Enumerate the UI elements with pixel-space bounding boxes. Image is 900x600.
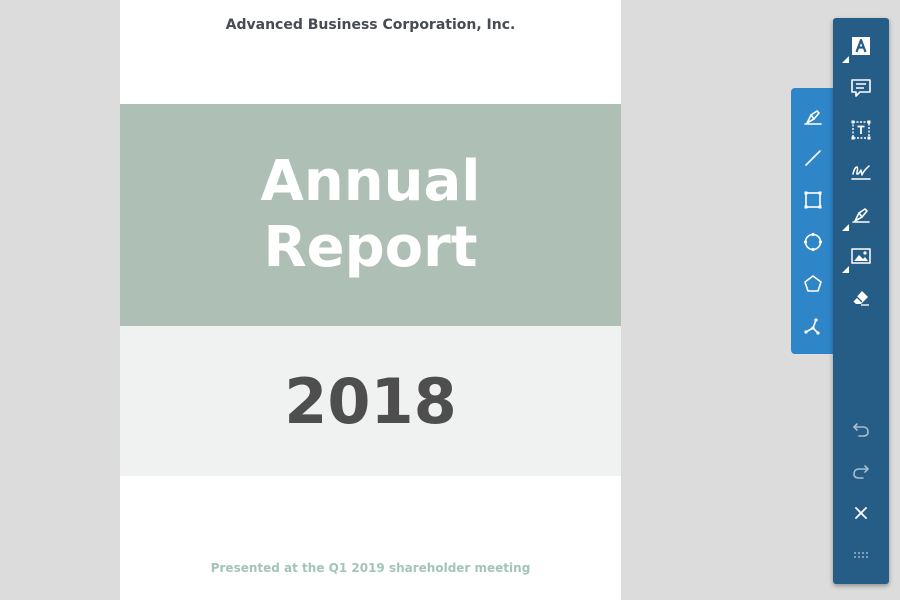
image-icon — [851, 248, 871, 264]
line-tool-button[interactable] — [795, 140, 831, 176]
drag-handle-icon — [854, 552, 868, 558]
textbox-icon — [851, 120, 871, 140]
rectangle-tool-button[interactable] — [795, 182, 831, 218]
report-year: 2018 — [284, 364, 457, 438]
polygon-tool-button[interactable] — [795, 266, 831, 302]
textbox-tool-button[interactable] — [843, 112, 879, 148]
ellipse-icon — [803, 232, 823, 252]
pen-icon — [852, 208, 870, 223]
text-icon — [852, 37, 870, 55]
more-options-indicator — [842, 224, 849, 231]
comment-icon — [851, 79, 871, 97]
pen-icon — [804, 110, 822, 125]
text-tool-button[interactable] — [843, 28, 879, 64]
more-options-indicator — [842, 266, 849, 273]
close-button[interactable] — [843, 495, 879, 531]
undo-icon — [853, 423, 869, 437]
more-options-indicator — [842, 56, 849, 63]
title-line-1: Annual — [260, 149, 481, 214]
comment-tool-button[interactable] — [843, 70, 879, 106]
pen-tool-button[interactable] — [795, 98, 831, 134]
eraser-tool-button[interactable] — [843, 280, 879, 316]
pen-tool-button-main[interactable] — [843, 196, 879, 232]
polyline-tool-button[interactable] — [795, 308, 831, 344]
eraser-icon — [852, 291, 869, 306]
signature-icon — [851, 165, 871, 180]
redo-icon — [853, 465, 869, 479]
document-page: Advanced Business Corporation, Inc. Annu… — [120, 0, 621, 600]
close-icon — [855, 507, 867, 519]
year-band: 2018 — [120, 326, 621, 476]
polygon-icon — [804, 275, 822, 292]
title-band: Annual Report — [120, 104, 621, 326]
undo-button[interactable] — [843, 411, 879, 447]
company-name: Advanced Business Corporation, Inc. — [225, 17, 516, 33]
shape-subtoolbar — [791, 88, 835, 354]
rectangle-icon — [804, 191, 822, 209]
ellipse-tool-button[interactable] — [795, 224, 831, 260]
drag-handle[interactable] — [843, 537, 879, 573]
image-tool-button[interactable] — [843, 238, 879, 274]
redo-button[interactable] — [843, 453, 879, 489]
signature-tool-button[interactable] — [843, 154, 879, 190]
line-icon — [805, 150, 821, 166]
presented-note: Presented at the Q1 2019 shareholder mee… — [210, 561, 531, 575]
annotation-toolbar — [833, 18, 889, 584]
polyline-icon — [804, 318, 820, 335]
title-line-2: Report — [263, 215, 478, 280]
